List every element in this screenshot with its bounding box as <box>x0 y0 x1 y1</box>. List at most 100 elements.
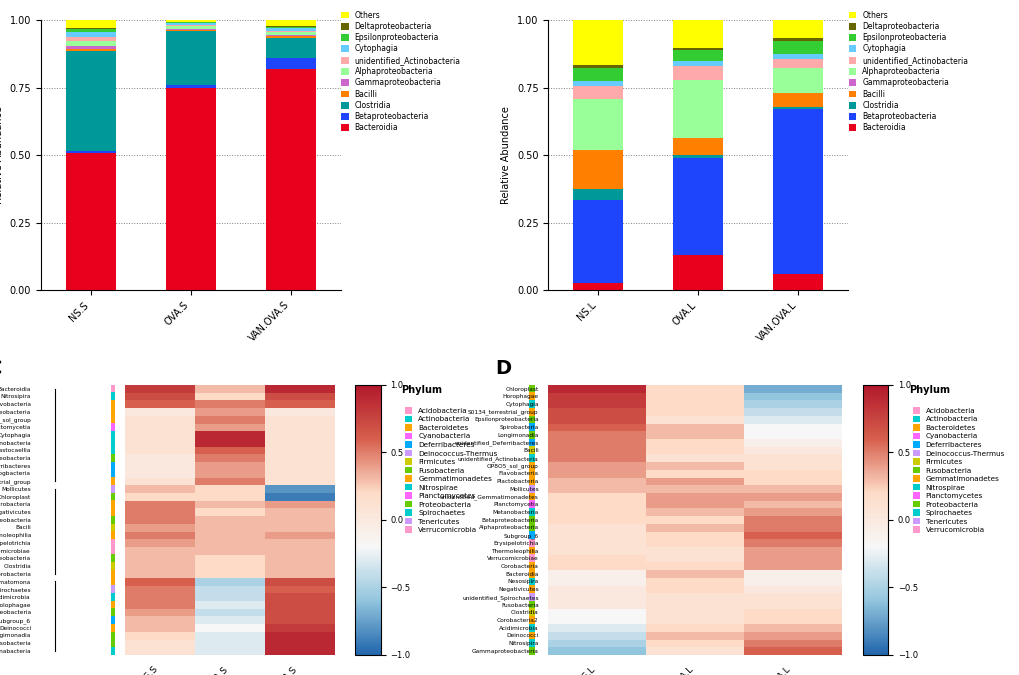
Bar <box>111 439 115 446</box>
Bar <box>573 150 623 189</box>
Bar <box>529 493 535 500</box>
Bar <box>529 508 535 516</box>
Bar <box>529 454 535 462</box>
Bar <box>529 562 535 570</box>
Bar <box>66 28 116 29</box>
Bar <box>266 27 316 28</box>
Bar <box>111 578 115 585</box>
Bar <box>111 423 115 431</box>
Bar <box>166 22 216 23</box>
Bar <box>529 416 535 423</box>
Bar <box>111 531 115 539</box>
Bar <box>66 32 116 37</box>
Bar <box>111 431 115 439</box>
Bar <box>266 32 316 35</box>
Bar <box>111 570 115 578</box>
Bar <box>772 107 822 109</box>
Bar <box>66 37 116 41</box>
Bar <box>111 462 115 470</box>
Bar <box>529 477 535 485</box>
Bar <box>673 255 722 290</box>
Bar <box>529 531 535 539</box>
Bar <box>111 547 115 554</box>
Bar <box>772 93 822 107</box>
Bar <box>111 539 115 547</box>
Bar <box>573 20 623 65</box>
Legend: Others, Deltaproteobacteria, Epsilonproteobacteria, Cytophagia, unidentified_Act: Others, Deltaproteobacteria, Epsilonprot… <box>340 11 461 132</box>
Bar <box>266 36 316 38</box>
Bar <box>111 400 115 408</box>
Bar <box>166 88 216 290</box>
Bar <box>573 68 623 81</box>
Bar <box>529 647 535 655</box>
Legend: Others, Deltaproteobacteria, Epsilonproteobacteria, Cytophagia, unidentified_Act: Others, Deltaproteobacteria, Epsilonprot… <box>848 11 967 132</box>
Bar <box>166 26 216 28</box>
Bar <box>266 28 316 31</box>
Bar <box>529 462 535 470</box>
Bar <box>266 69 316 290</box>
Bar <box>66 47 116 49</box>
Bar <box>573 99 623 150</box>
Bar <box>529 570 535 578</box>
Bar <box>111 554 115 562</box>
Bar <box>529 593 535 601</box>
Bar <box>166 20 216 22</box>
Bar <box>529 439 535 446</box>
Bar <box>166 85 216 88</box>
Bar <box>529 423 535 431</box>
Bar <box>111 446 115 454</box>
Bar <box>166 28 216 30</box>
Bar <box>111 485 115 493</box>
Bar <box>772 59 822 68</box>
Bar <box>529 585 535 593</box>
Y-axis label: Relative Abundance: Relative Abundance <box>0 107 4 204</box>
Bar <box>529 624 535 632</box>
Bar <box>573 189 623 200</box>
Bar <box>111 493 115 500</box>
Bar <box>529 554 535 562</box>
Bar <box>573 200 623 284</box>
Bar <box>772 274 822 290</box>
Bar <box>166 23 216 24</box>
Bar <box>573 81 623 86</box>
Bar <box>529 500 535 508</box>
Bar <box>673 61 722 66</box>
Bar <box>66 151 116 153</box>
Bar <box>111 416 115 423</box>
Bar <box>673 66 722 80</box>
Bar <box>529 400 535 408</box>
Bar <box>111 624 115 632</box>
Bar <box>673 50 722 61</box>
Bar <box>66 29 116 32</box>
Bar <box>111 647 115 655</box>
Bar <box>673 138 722 155</box>
Bar <box>266 20 316 26</box>
Bar <box>111 593 115 601</box>
Bar <box>529 608 535 616</box>
Bar <box>266 58 316 69</box>
Bar <box>673 158 722 255</box>
Legend: Acidobacteria, Actinobacteria, Bacteroidetes, Cyanobacteria, Deferribacteres, De: Acidobacteria, Actinobacteria, Bacteroid… <box>912 407 1004 533</box>
Bar <box>111 500 115 508</box>
Bar <box>573 65 623 68</box>
Bar <box>573 86 623 99</box>
Bar <box>111 608 115 616</box>
Bar <box>529 539 535 547</box>
Bar <box>266 31 316 32</box>
Bar <box>529 470 535 477</box>
Y-axis label: Relative Abundance: Relative Abundance <box>501 107 511 204</box>
Bar <box>266 38 316 58</box>
Bar <box>66 153 116 290</box>
Bar <box>529 446 535 454</box>
Bar <box>111 639 115 647</box>
Bar <box>529 392 535 400</box>
Bar <box>529 639 535 647</box>
Bar <box>166 24 216 26</box>
Bar <box>573 284 623 290</box>
Text: C: C <box>0 359 2 378</box>
Bar <box>66 51 116 151</box>
Bar <box>673 20 722 48</box>
Bar <box>111 616 115 624</box>
Bar <box>772 38 822 40</box>
Bar <box>166 31 216 85</box>
